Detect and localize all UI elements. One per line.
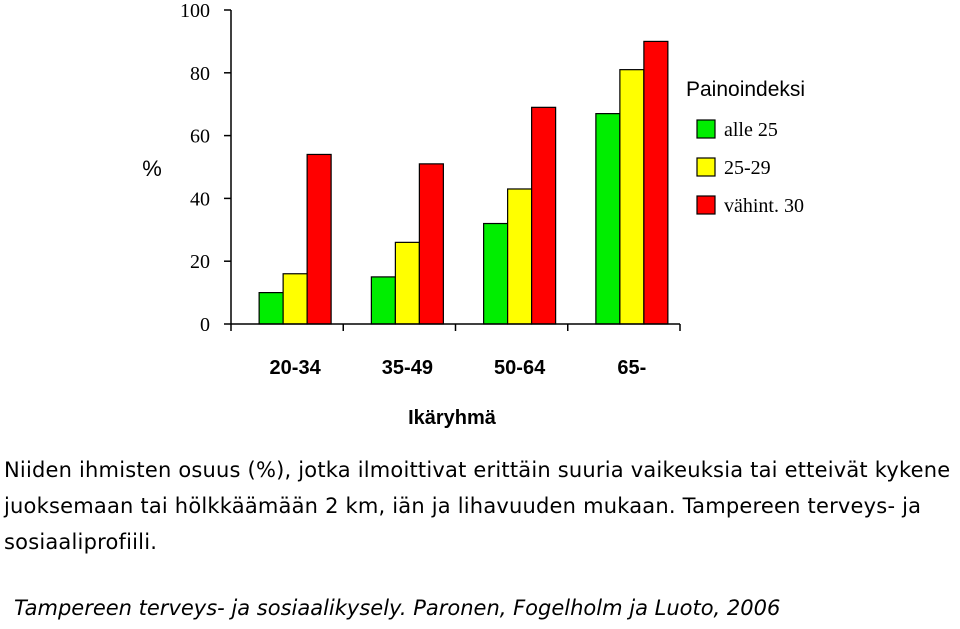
bar: [418, 163, 444, 325]
y-axis-label: %: [142, 156, 162, 181]
bar: [507, 188, 533, 325]
figure-caption: Niiden ihmisten osuus (%), jotka ilmoitt…: [4, 458, 951, 554]
y-tick-label: 80: [190, 63, 210, 85]
y-tick-label: 0: [200, 314, 210, 336]
bars-layer: [258, 40, 669, 325]
x-tick-label: 65-: [617, 357, 646, 379]
bar: [394, 241, 420, 325]
legend-swatch: [696, 195, 716, 215]
legend-title: Painoindeksi: [686, 78, 805, 101]
bar: [619, 69, 645, 325]
x-tick-label: 20-34: [270, 357, 322, 379]
y-tick-label: 60: [190, 126, 210, 148]
bar: [531, 106, 557, 325]
bar: [483, 222, 509, 325]
source-citation: Tampereen terveys- ja sosiaalikysely. Pa…: [14, 596, 781, 620]
bar: [370, 276, 396, 325]
legend-swatch: [696, 157, 716, 177]
x-tick-label: 35-49: [382, 357, 433, 379]
legend-swatch: [696, 119, 716, 139]
axes-layer: 0 20 40 60 80 100 20-34 35-49 50-64 65-: [180, 0, 681, 379]
y-tick-label: 20: [190, 251, 210, 273]
bar: [595, 113, 621, 325]
bar: [258, 292, 284, 325]
legend-label: vähint. 30: [724, 195, 804, 217]
y-tick-label: 40: [190, 188, 210, 210]
bar: [306, 153, 332, 325]
legend: alle 25 25-29 vähint. 30: [696, 119, 804, 217]
x-tick-label: 50-64: [494, 357, 546, 379]
bar-chart: 0 20 40 60 80 100 20-34 35-49 50-64 65- % Ikäryhm…: [142, 0, 805, 429]
bar: [643, 40, 669, 325]
bar: [282, 273, 308, 325]
y-tick-label: 100: [180, 0, 210, 22]
x-axis-label: Ikäryhmä: [408, 407, 497, 429]
legend-label: 25-29: [724, 157, 771, 179]
legend-label: alle 25: [724, 119, 778, 141]
